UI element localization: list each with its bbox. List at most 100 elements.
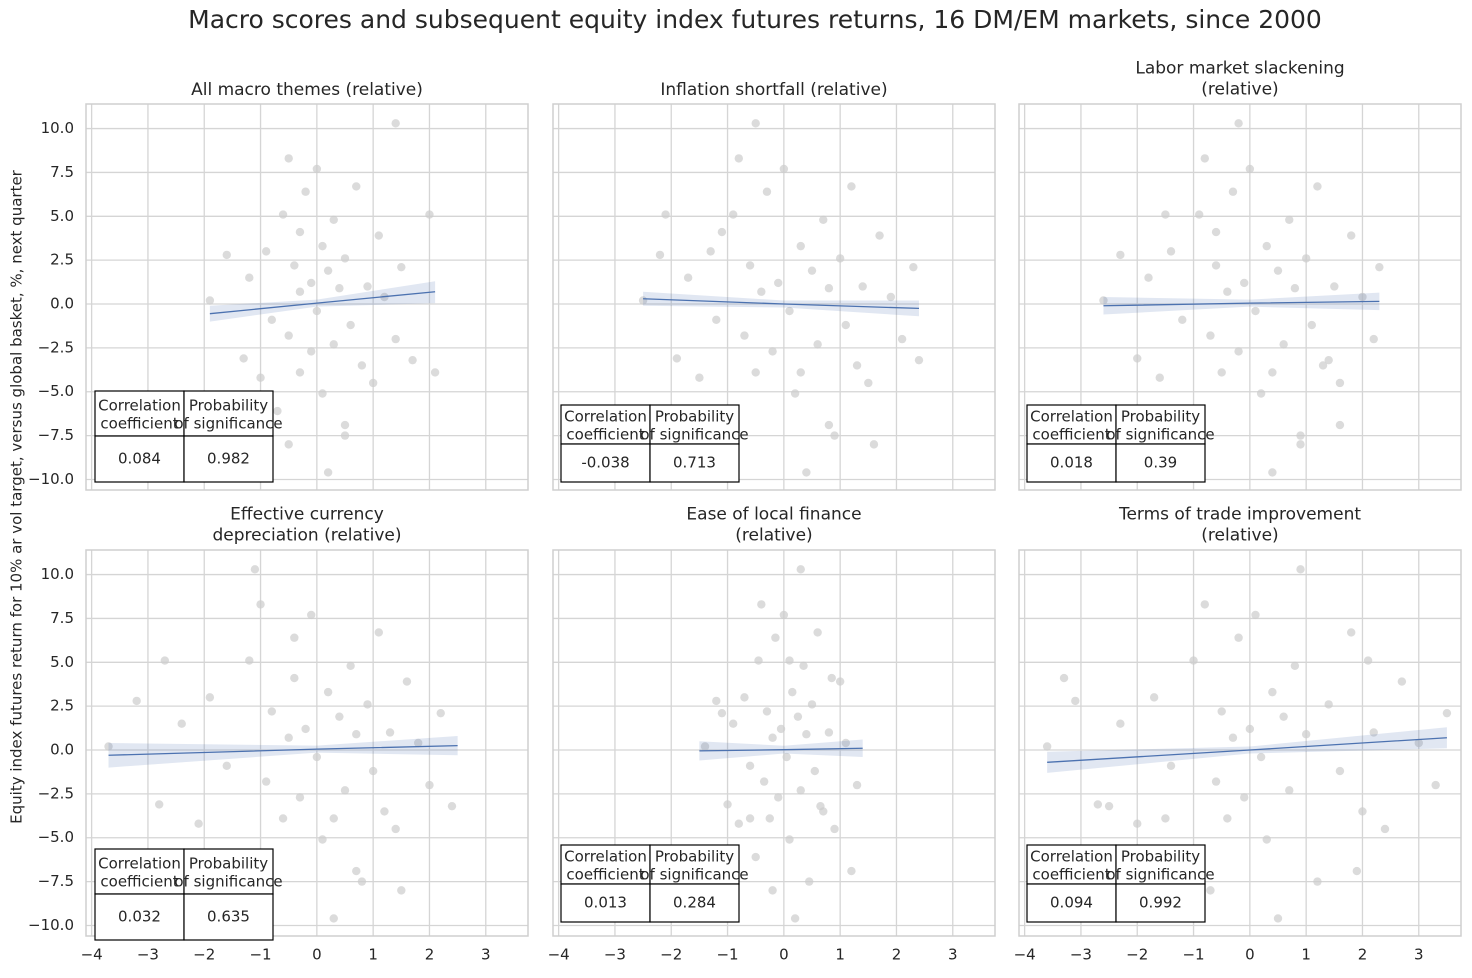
scatter-point bbox=[802, 730, 811, 739]
y-tick-label: 0.0 bbox=[50, 295, 74, 313]
y-tick-label: 7.5 bbox=[50, 163, 74, 181]
scatter-point bbox=[430, 368, 440, 377]
scatter-point bbox=[340, 786, 350, 795]
table-value-cell bbox=[649, 883, 740, 923]
scatter-point bbox=[1166, 761, 1176, 771]
panel: Labor market slackening (relative) Correla… bbox=[1018, 59, 1462, 491]
scatter-point bbox=[1223, 287, 1232, 296]
scatter-point bbox=[1442, 708, 1452, 718]
scatter-point bbox=[841, 738, 850, 748]
scatter-point bbox=[683, 273, 693, 282]
scatter-point bbox=[914, 355, 924, 365]
table-header: Correlation coefficient bbox=[564, 407, 647, 443]
scatter-point bbox=[1251, 306, 1260, 316]
scatter-point bbox=[312, 752, 322, 762]
table-header-cell bbox=[183, 848, 274, 895]
scatter-point bbox=[368, 766, 378, 776]
scatter-point bbox=[779, 610, 789, 620]
scatter-point bbox=[1375, 262, 1384, 272]
scatter-point bbox=[329, 340, 338, 349]
scatter-point bbox=[1273, 266, 1283, 275]
plot-frame bbox=[1018, 103, 1462, 491]
scatter-point bbox=[1324, 700, 1333, 709]
scatter-point bbox=[661, 210, 670, 219]
scatter-point bbox=[810, 766, 820, 776]
scatter-point bbox=[397, 262, 406, 272]
x-tick-label: 3 bbox=[481, 946, 491, 964]
scatter-point bbox=[1178, 315, 1187, 325]
scatter-point bbox=[318, 389, 327, 398]
scatter-point bbox=[774, 278, 783, 288]
scatter-point bbox=[1228, 187, 1238, 196]
scatter-point bbox=[1256, 389, 1266, 398]
scatter-point bbox=[804, 877, 814, 886]
scatter-point bbox=[1369, 334, 1378, 344]
scatter-point bbox=[380, 807, 389, 816]
regression-line bbox=[643, 298, 920, 310]
scatter-point bbox=[712, 315, 721, 325]
scatter-point bbox=[745, 761, 755, 771]
scatter-point bbox=[436, 708, 445, 718]
scatter-point bbox=[154, 800, 164, 809]
table-header-cell bbox=[1026, 844, 1117, 885]
scatter-point bbox=[414, 738, 423, 748]
table-header: Probability of significance bbox=[174, 854, 282, 890]
x-tick-label: 1 bbox=[835, 946, 845, 964]
table-header-cell bbox=[649, 844, 740, 885]
scatter-point bbox=[160, 656, 170, 665]
scatter-point bbox=[835, 677, 845, 686]
scatter-point bbox=[776, 724, 786, 734]
scatter-point bbox=[864, 378, 873, 388]
scatter-point bbox=[1042, 742, 1052, 751]
x-tick-label: 0 bbox=[779, 946, 789, 964]
scatter-point bbox=[295, 793, 305, 802]
regression-line bbox=[209, 291, 436, 315]
scatter-point bbox=[807, 700, 817, 709]
y-tick-label: 10.0 bbox=[41, 119, 74, 137]
scatter-point bbox=[886, 292, 896, 302]
scatter-point bbox=[340, 254, 350, 263]
table-value: 0.013 bbox=[584, 894, 627, 912]
table-header-cell bbox=[649, 404, 740, 445]
table-value: 0.39 bbox=[1144, 454, 1177, 472]
scatter-point bbox=[205, 296, 215, 305]
scatter-point bbox=[706, 247, 715, 256]
scatter-point bbox=[824, 284, 834, 293]
scatter-point bbox=[1307, 320, 1316, 330]
figure-title: Macro scores and subsequent equity index… bbox=[188, 5, 1322, 34]
scatter-point bbox=[782, 752, 791, 762]
table-value-cell bbox=[183, 893, 274, 941]
scatter-point bbox=[1358, 292, 1367, 302]
table-header-cell bbox=[1115, 404, 1206, 445]
scatter-point bbox=[774, 793, 783, 802]
scatter-point bbox=[391, 824, 400, 834]
y-tick-label: 10.0 bbox=[41, 565, 74, 583]
plot-frame bbox=[552, 103, 996, 491]
scatter-point bbox=[1301, 730, 1311, 739]
x-tick-label: −4 bbox=[1014, 946, 1036, 964]
panel-title: Effective currency depreciation (relative… bbox=[213, 505, 402, 546]
x-tick-label: −2 bbox=[1126, 946, 1148, 964]
scatter-point bbox=[1144, 273, 1153, 282]
scatter-point bbox=[1149, 693, 1159, 702]
table-value: 0.635 bbox=[207, 908, 250, 926]
scatter-point bbox=[1116, 250, 1125, 260]
scatter-point bbox=[700, 742, 710, 751]
scatter-point bbox=[357, 361, 367, 370]
scatter-point bbox=[1335, 766, 1345, 776]
regression-line bbox=[1047, 737, 1447, 763]
y-tick-label: 5.0 bbox=[50, 207, 74, 225]
scatter-point bbox=[363, 282, 372, 291]
scatter-point bbox=[728, 719, 738, 728]
scatter-point bbox=[1217, 707, 1226, 716]
scatter-point bbox=[1234, 119, 1243, 128]
panel: Inflation shortfall (relative) Correlatio… bbox=[552, 80, 996, 491]
scatter-point bbox=[312, 306, 322, 316]
table-header-cell bbox=[1115, 844, 1206, 885]
